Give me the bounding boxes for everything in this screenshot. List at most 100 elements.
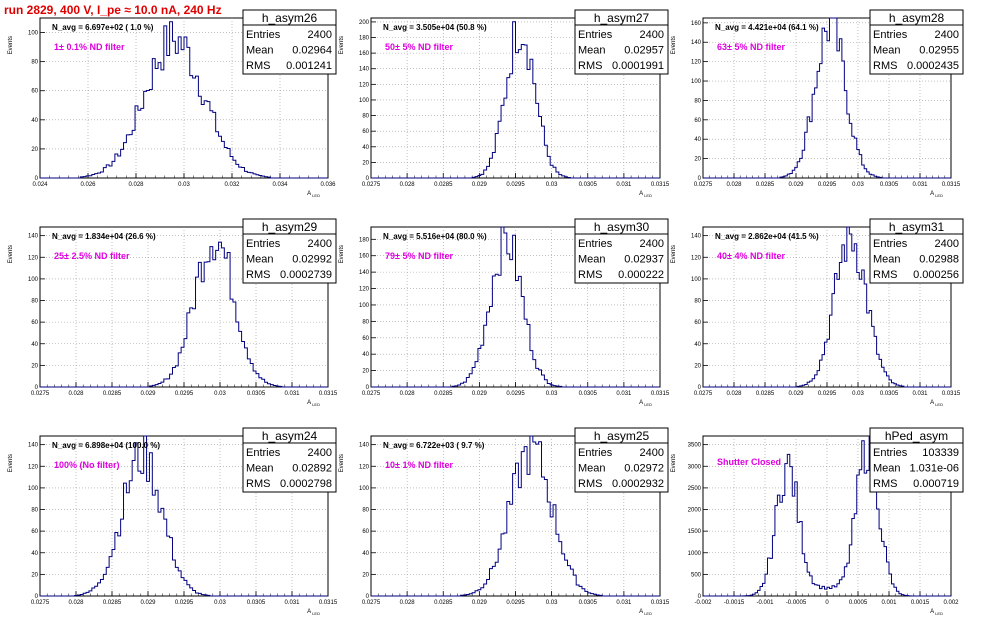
y-tick-label: 0 [366, 176, 370, 182]
x-tick-label: 0.0285 [434, 182, 453, 188]
y-tick-label: 20 [694, 363, 701, 369]
x-tick-label: 0.031 [912, 391, 928, 397]
stats-value-entries: 2400 [935, 29, 959, 41]
x-tick-label: 0.0285 [756, 391, 775, 397]
y-tick-label: 140 [28, 443, 39, 449]
x-tick-label: 0.029 [788, 182, 804, 188]
x-tick-label: 0.032 [224, 182, 240, 188]
histogram-panel-h_asym30: 0.0275 0.028 0.0285 0.029 0.0295 0.03 0.0305 0.… [339, 218, 670, 407]
y-tick-label: 60 [31, 89, 38, 95]
x-tick-label: 0.026 [80, 182, 96, 188]
y-tick-label: 3000 [688, 464, 702, 470]
stats-value-mean: 0.02892 [292, 463, 332, 475]
stats-label-entries: Entries [578, 447, 613, 459]
stats-label-rms: RMS [578, 478, 602, 490]
stats-value-mean: 0.02957 [624, 45, 664, 57]
y-tick-label: 100 [359, 303, 370, 309]
y-tick-label: 0 [35, 176, 39, 182]
filter-label: 40± 4% ND filter [717, 251, 785, 261]
filter-label: 10± 1% ND filter [385, 460, 453, 470]
x-tick-label: 0.03 [546, 182, 558, 188]
y-tick-label: 3500 [688, 443, 702, 449]
y-tick-label: 140 [359, 67, 370, 73]
x-tick-label: 0.029 [472, 600, 488, 606]
x-tick-label: 0.028 [128, 182, 144, 188]
y-axis-title: Events [8, 36, 14, 54]
y-tick-label: 20 [31, 363, 38, 369]
navg-label: N_avg = 6.697e+02 ( 1.0 %) [52, 23, 154, 32]
stats-title: hPed_asym [885, 429, 948, 443]
x-axis-title: A LED [930, 400, 943, 407]
stats-box [869, 218, 964, 284]
stats-label-rms: RMS [873, 269, 897, 281]
filter-label: 63± 5% ND filter [717, 42, 785, 52]
x-tick-label: 0.0305 [880, 391, 899, 397]
x-tick-label: 0.0315 [319, 391, 338, 397]
y-tick-label: 0 [698, 385, 702, 391]
stats-value-rms: 0.001241 [286, 60, 332, 72]
stats-value-mean: 0.02988 [919, 254, 959, 266]
x-tick-label: 0.0005 [849, 600, 868, 606]
y-tick-label: 0 [35, 594, 39, 600]
stats-value-entries: 2400 [308, 29, 332, 41]
y-tick-label: 0 [698, 176, 702, 182]
filter-label: 100% (No filter) [54, 460, 120, 470]
stats-label-entries: Entries [873, 29, 908, 41]
stats-title: h_asym31 [889, 220, 945, 234]
x-tick-label: 0 [825, 600, 829, 606]
y-tick-label: 0 [698, 594, 702, 600]
y-tick-label: 140 [359, 443, 370, 449]
y-tick-label: 20 [31, 572, 38, 578]
stats-title: h_asym24 [262, 429, 318, 443]
y-tick-label: 20 [31, 147, 38, 153]
stats-title: h_asym26 [262, 11, 318, 25]
y-tick-label: 40 [31, 342, 38, 348]
x-tick-label: 0.029 [140, 600, 156, 606]
x-tick-label: 0.0295 [506, 391, 525, 397]
stats-value-rms: 0.0002739 [280, 269, 332, 281]
x-tick-label: 0.028 [400, 182, 416, 188]
stats-value-entries: 2400 [308, 447, 332, 459]
x-tick-label: 0.0315 [651, 391, 670, 397]
navg-label: N_avg = 1.834e+04 (26.6 %) [52, 232, 156, 241]
y-tick-label: 60 [362, 336, 369, 342]
stats-value-rms: 0.0002798 [280, 478, 332, 490]
x-axis-title: A LED [639, 191, 652, 198]
stats-box [574, 218, 669, 284]
stats-label-entries: Entries [246, 238, 281, 250]
y-tick-label: 100 [28, 31, 39, 37]
x-tick-label: -0.0015 [724, 600, 745, 606]
x-tick-label: 0.0315 [319, 600, 338, 606]
stats-label-mean: Mean [246, 463, 274, 475]
y-tick-label: 140 [359, 270, 370, 276]
histogram-panel-h_asym24: 0.0275 0.028 0.0285 0.029 0.0295 0.03 0.0305 0.… [8, 427, 338, 616]
stats-box [242, 427, 337, 493]
histogram-series-h_asym28 [703, 17, 951, 179]
y-tick-label: 0 [35, 385, 39, 391]
stats-value-mean: 0.02955 [919, 45, 959, 57]
x-axis-title: A LED [930, 609, 943, 616]
y-tick-label: 140 [691, 40, 702, 46]
stats-label-mean: Mean [578, 45, 606, 57]
y-tick-label: 100 [28, 277, 39, 283]
x-tick-label: 0.0295 [506, 600, 525, 606]
stats-box [869, 427, 964, 493]
x-tick-label: 0.0315 [651, 182, 670, 188]
y-tick-label: 100 [691, 277, 702, 283]
x-tick-label: 0.031 [284, 391, 300, 397]
stats-box [869, 9, 964, 75]
x-tick-label: 0.0295 [506, 182, 525, 188]
histogram-panel-h_asym31: 0.0275 0.028 0.0285 0.029 0.0295 0.03 0.0305 0.… [671, 218, 964, 407]
stats-title: h_asym27 [594, 11, 650, 25]
x-tick-label: 0.0275 [694, 391, 713, 397]
x-tick-label: 0.029 [788, 391, 804, 397]
y-tick-label: 40 [362, 352, 369, 358]
x-tick-label: 0.0295 [818, 391, 837, 397]
x-axis-title: A LED [307, 609, 320, 616]
stats-label-mean: Mean [578, 254, 606, 266]
y-tick-label: 120 [691, 255, 702, 261]
stats-label-mean: Mean [246, 45, 274, 57]
x-tick-label: 0.0295 [175, 391, 194, 397]
y-tick-label: 60 [31, 529, 38, 535]
stats-value-rms: 0.000222 [618, 269, 664, 281]
